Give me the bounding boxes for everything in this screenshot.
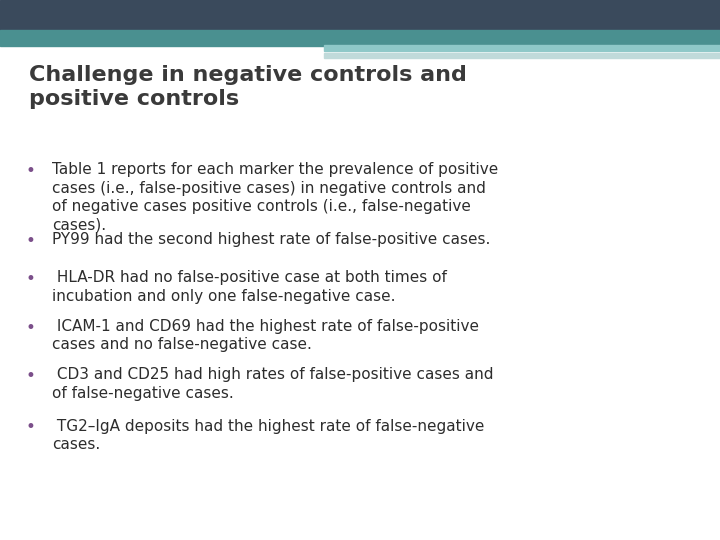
Text: HLA-DR had no false-positive case at both times of
incubation and only one false: HLA-DR had no false-positive case at bot… <box>52 270 446 303</box>
Text: •: • <box>25 418 35 436</box>
Text: •: • <box>25 270 35 288</box>
Bar <box>324 53 720 58</box>
Text: •: • <box>25 162 35 180</box>
Text: Challenge in negative controls and
positive controls: Challenge in negative controls and posit… <box>29 65 467 109</box>
Text: •: • <box>25 367 35 385</box>
Bar <box>324 45 720 51</box>
Text: TG2–IgA deposits had the highest rate of false-negative
cases.: TG2–IgA deposits had the highest rate of… <box>52 418 485 452</box>
Text: CD3 and CD25 had high rates of false-positive cases and
of false-negative cases.: CD3 and CD25 had high rates of false-pos… <box>52 367 493 401</box>
Text: ICAM-1 and CD69 had the highest rate of false-positive
cases and no false-negati: ICAM-1 and CD69 had the highest rate of … <box>52 319 479 352</box>
Text: Table 1 reports for each marker the prevalence of positive
cases (i.e., false-po: Table 1 reports for each marker the prev… <box>52 162 498 233</box>
Text: •: • <box>25 232 35 250</box>
Bar <box>0 0 720 30</box>
Text: PY99 had the second highest rate of false-positive cases.: PY99 had the second highest rate of fals… <box>52 232 490 247</box>
Bar <box>0 30 720 46</box>
Text: •: • <box>25 319 35 336</box>
